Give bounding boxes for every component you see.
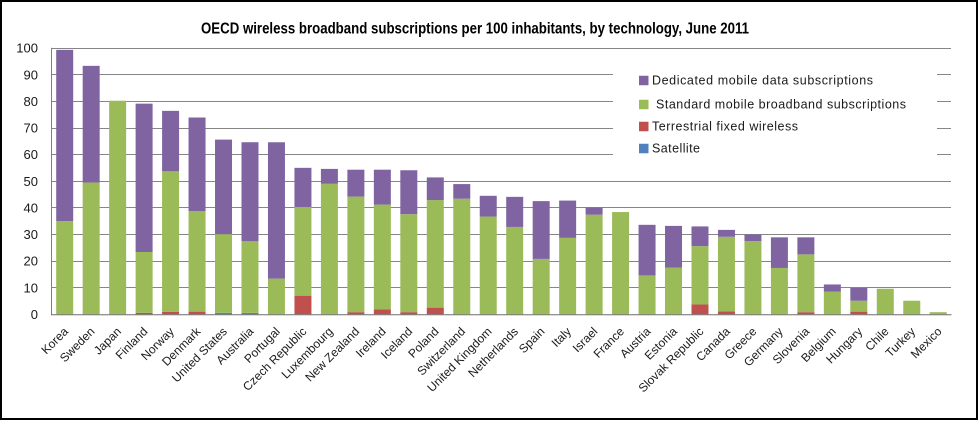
svg-text:Satellite: Satellite (652, 142, 700, 156)
svg-text:30: 30 (24, 227, 38, 242)
svg-text:0: 0 (31, 307, 38, 322)
svg-text:10: 10 (24, 280, 38, 295)
svg-text:20: 20 (24, 254, 38, 269)
svg-text:Standard mobile broadband subs: Standard mobile broadband subscriptions (652, 98, 906, 112)
svg-text:Dedicated mobile data subscrip: Dedicated mobile data subscriptions (652, 74, 873, 88)
svg-text:OECD wireless broadband subscr: OECD wireless broadband subscriptions pe… (201, 21, 749, 38)
svg-text:60: 60 (24, 147, 38, 162)
svg-text:50: 50 (24, 174, 38, 189)
svg-text:Terrestrial fixed wireless: Terrestrial fixed wireless (652, 120, 798, 134)
svg-text:90: 90 (24, 67, 38, 82)
svg-text:100: 100 (16, 41, 38, 56)
svg-text:40: 40 (24, 201, 38, 216)
svg-text:80: 80 (24, 94, 38, 109)
svg-text:70: 70 (24, 121, 38, 136)
